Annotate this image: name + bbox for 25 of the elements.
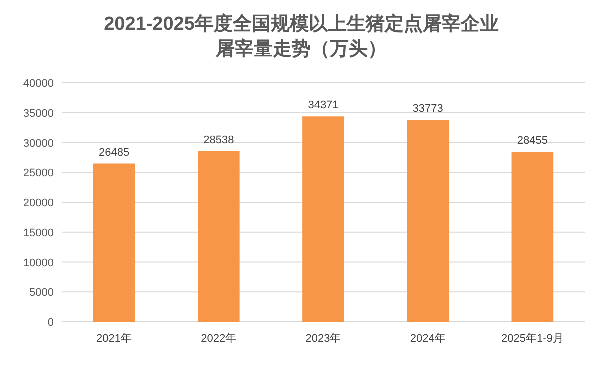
y-tick-label: 10000 xyxy=(23,257,54,270)
bar xyxy=(302,116,344,322)
x-tick-label: 2021年 xyxy=(96,333,132,345)
y-tick-label: 30000 xyxy=(23,138,54,150)
data-label: 28455 xyxy=(517,134,548,147)
chart-title: 2021-2025年度全国规模以上生猪定点屠宰企业屠宰量走势（万头） xyxy=(103,12,500,62)
y-tick-label: 5000 xyxy=(30,287,54,300)
bar xyxy=(407,120,450,322)
data-label: 34371 xyxy=(308,100,339,112)
data-label: 33773 xyxy=(412,103,444,116)
x-tick-label: 2025年1-9月 xyxy=(502,333,564,345)
y-tick-label: 15000 xyxy=(23,227,54,240)
bar xyxy=(198,151,240,322)
y-tick-label: 25000 xyxy=(23,168,54,180)
x-tick-label: 2023年 xyxy=(306,333,342,345)
bar xyxy=(512,152,554,322)
y-tick-label: 0 xyxy=(48,317,54,329)
y-tick-label: 35000 xyxy=(23,108,54,120)
bar xyxy=(93,164,136,322)
data-label: 28538 xyxy=(204,134,234,146)
x-tick-label: 2022年 xyxy=(201,333,237,345)
y-tick-label: 20000 xyxy=(23,198,54,210)
data-label: 26485 xyxy=(99,146,130,159)
y-tick-label: 40000 xyxy=(23,78,54,90)
x-tick-label: 2024年 xyxy=(410,333,446,345)
